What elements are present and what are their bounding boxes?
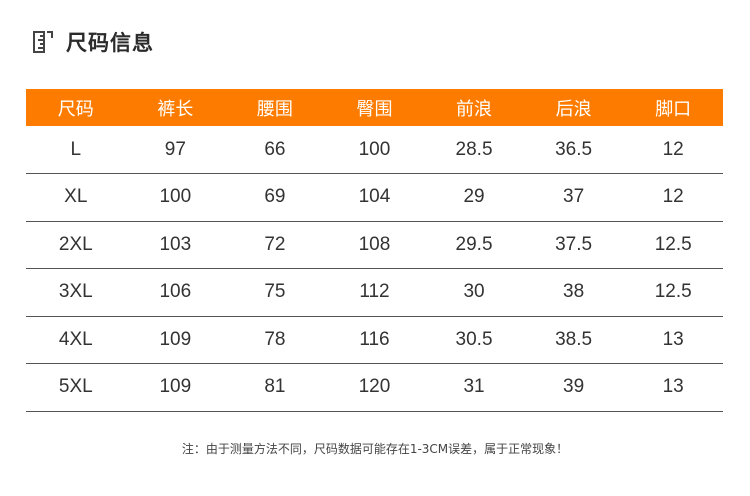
ruler-icon	[32, 30, 54, 54]
table-cell: L	[26, 126, 126, 174]
table-cell: 13	[623, 316, 723, 364]
table-cell: 100	[324, 126, 425, 174]
table-row: L 97 66 100 28.5 36.5 12	[26, 126, 723, 174]
column-header: 脚口	[655, 98, 692, 120]
table-cell: 112	[324, 268, 425, 317]
table-cell: 69	[225, 173, 325, 222]
table-header-row: 尺码 裤长 腰围 臀围 前浪 后浪 脚口	[26, 89, 723, 126]
table-row: 5XL 109 81 120 31 39 13	[26, 363, 723, 412]
table-cell: 103	[125, 221, 226, 269]
table-cell: 78	[225, 316, 325, 364]
column-header: 臀围	[356, 98, 393, 120]
table-cell: 109	[125, 363, 226, 412]
table-cell: 100	[125, 173, 226, 222]
table-cell: 39	[523, 363, 624, 412]
table-cell: 81	[225, 363, 325, 412]
table-cell: XL	[26, 173, 126, 222]
measurement-note: 注：由于测量方法不同，尺码数据可能存在1-3CM误差，属于正常现象！	[181, 442, 569, 456]
table-cell: 106	[125, 268, 226, 317]
table-cell: 38	[523, 268, 624, 317]
table-row: 3XL 106 75 112 30 38 12.5	[26, 268, 723, 317]
table-cell: 28.5	[424, 126, 524, 174]
table-cell: 120	[324, 363, 425, 412]
table-cell: 37	[523, 173, 624, 222]
table-cell: 75	[225, 268, 325, 317]
table-cell: 29.5	[424, 221, 524, 269]
table-cell: 66	[225, 126, 325, 174]
table-cell: 12.5	[623, 221, 723, 269]
size-table: 尺码 裤长 腰围 臀围 前浪 后浪 脚口 L 97 66 100 28.5 36.5 12 XL 100 69…	[26, 89, 723, 412]
table-cell: 116	[324, 316, 425, 364]
table-cell: 104	[324, 173, 425, 222]
table-cell: 12	[623, 173, 723, 222]
table-cell: 108	[324, 221, 425, 269]
table-row: 4XL 109 78 116 30.5 38.5 13	[26, 316, 723, 364]
table-cell: 13	[623, 363, 723, 412]
table-row: XL 100 69 104 29 37 12	[26, 173, 723, 222]
page-title: 尺码信息	[66, 31, 154, 55]
table-cell: 109	[125, 316, 226, 364]
table-cell: 97	[125, 126, 226, 174]
table-cell: 5XL	[26, 363, 126, 412]
section-header: 尺码信息	[32, 28, 154, 56]
table-cell: 37.5	[523, 221, 624, 269]
table-cell: 29	[424, 173, 524, 222]
table-cell: 72	[225, 221, 325, 269]
table-cell: 31	[424, 363, 524, 412]
table-cell: 36.5	[523, 126, 624, 174]
column-header: 裤长	[157, 98, 194, 120]
table-cell: 12	[623, 126, 723, 174]
column-header: 后浪	[555, 98, 592, 120]
table-cell: 2XL	[26, 221, 126, 269]
table-cell: 3XL	[26, 268, 126, 317]
table-cell: 30.5	[424, 316, 524, 364]
table-cell: 30	[424, 268, 524, 317]
table-cell: 12.5	[623, 268, 723, 317]
table-cell: 4XL	[26, 316, 126, 364]
column-header: 腰围	[256, 98, 293, 120]
column-header: 尺码	[57, 98, 94, 120]
table-cell: 38.5	[523, 316, 624, 364]
table-row: 2XL 103 72 108 29.5 37.5 12.5	[26, 221, 723, 269]
column-header: 前浪	[456, 98, 493, 120]
